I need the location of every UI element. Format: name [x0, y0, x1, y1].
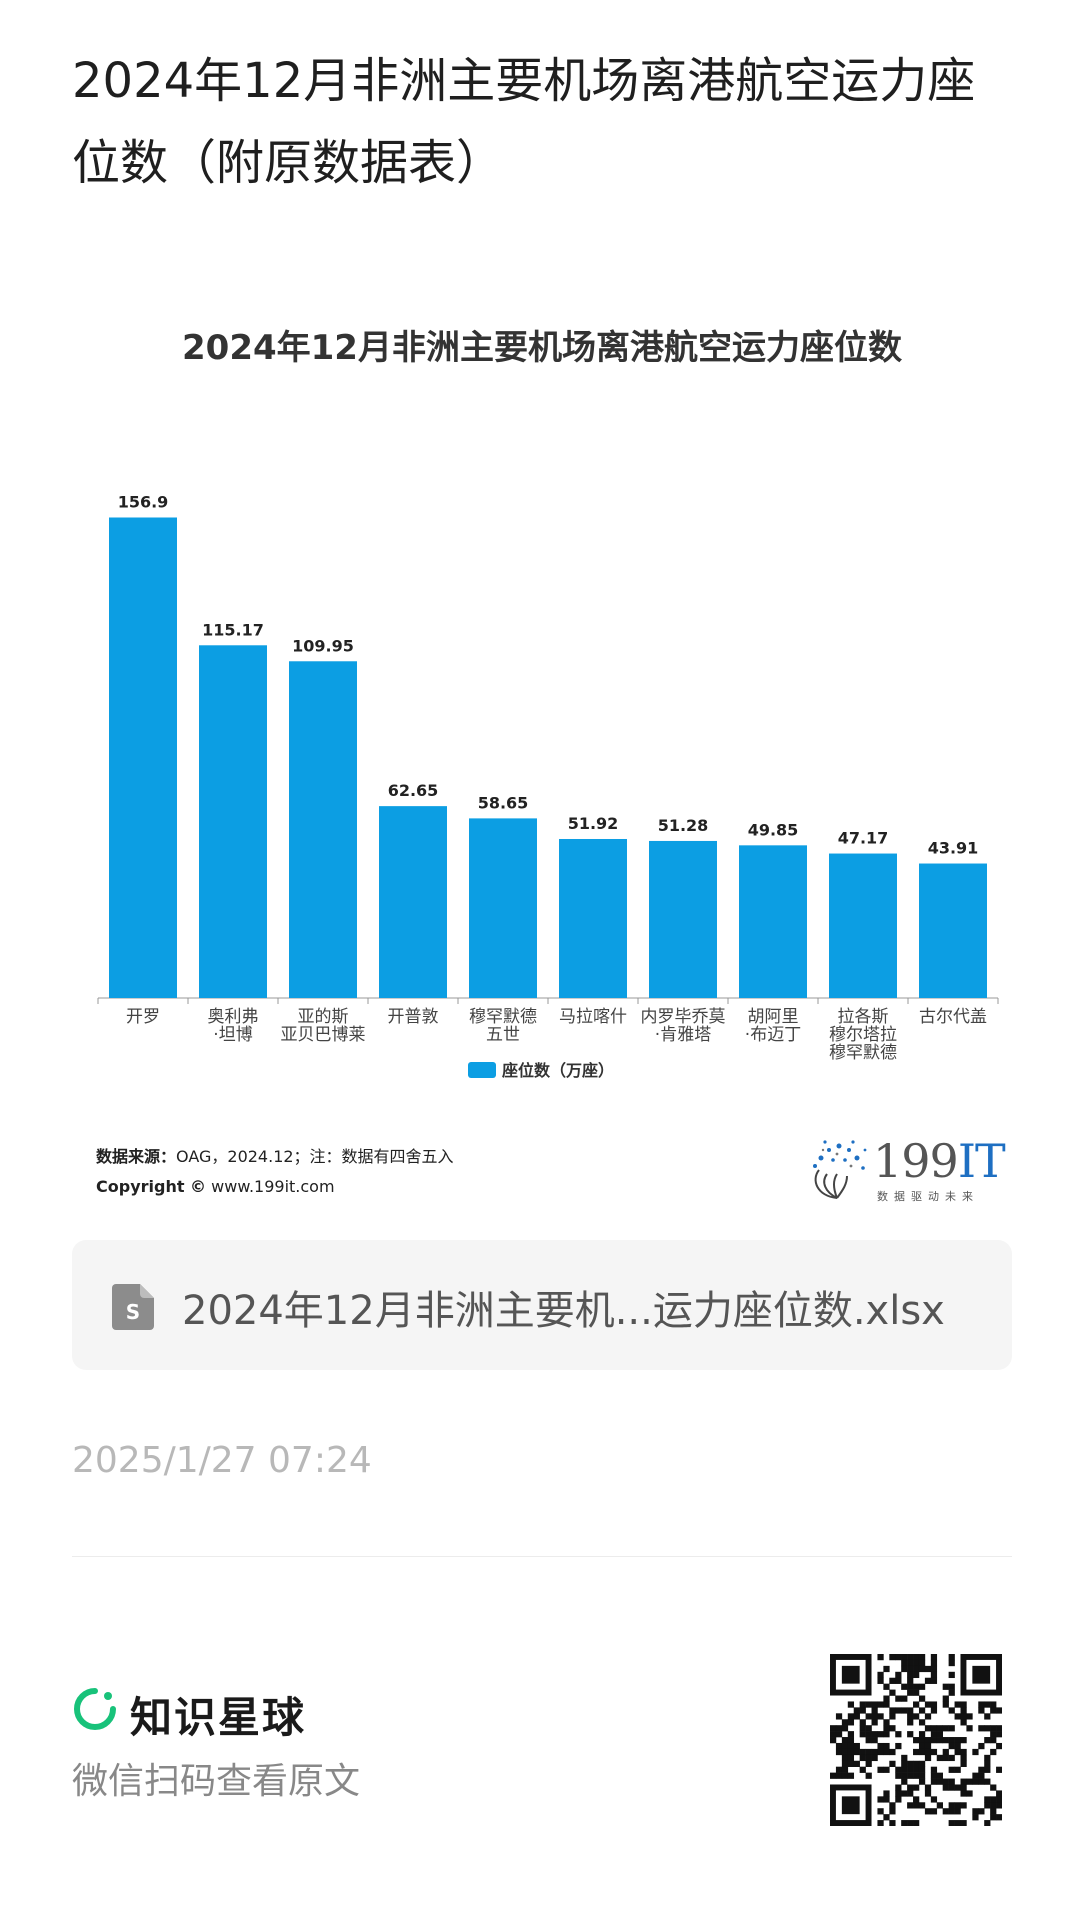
spreadsheet-file-icon: S [112, 1284, 154, 1330]
x-tick-label: 穆尔塔拉 [829, 1025, 897, 1045]
x-tick-label: 古尔代盖 [919, 1007, 987, 1027]
source-text: OAG，2024.12；注：数据有四舍五入 [176, 1147, 454, 1166]
copyright-text: www.199it.com [211, 1177, 335, 1196]
x-tick-label: ·布迈丁 [745, 1025, 801, 1045]
x-tick-label: 穆罕默德 [829, 1043, 897, 1063]
chart-bar [379, 806, 447, 998]
page-title: 2024年12月非洲主要机场离港航空运力座位数（附原数据表） [72, 53, 976, 191]
chart-card: 2024年12月非洲主要机场离港航空运力座位数 156.9 开罗 115.17 奥利弗… [72, 290, 1012, 1230]
x-tick-label: ·坦博 [213, 1025, 252, 1045]
chart-bar [559, 838, 627, 998]
svg-text:S: S [126, 1300, 140, 1324]
x-tick-label: 开罗 [126, 1007, 160, 1027]
source-label: 数据来源： [96, 1147, 177, 1166]
bar-value-label: 51.92 [568, 814, 619, 833]
bar-value-label: 58.65 [478, 793, 529, 812]
bar-value-label: 47.17 [838, 829, 889, 848]
chart-bar [649, 840, 717, 998]
x-tick-label: 开普敦 [388, 1007, 439, 1027]
chart-bar [829, 853, 897, 998]
x-tick-label: 胡阿里 [748, 1007, 799, 1027]
logo-wordmark: 199IT [873, 1134, 1006, 1188]
199it-logo: 199IT 数据驱动未来 [807, 1130, 1007, 1210]
bar-value-label: 115.17 [202, 620, 264, 639]
logo-tagline: 数据驱动未来 [877, 1190, 979, 1203]
legend-label: 座位数（万座） [501, 1061, 614, 1080]
copyright-label: Copyright © [96, 1177, 207, 1196]
x-tick-label: 亚贝巴博莱 [281, 1025, 366, 1045]
x-tick-label: ·肯雅塔 [655, 1025, 711, 1045]
file-name: 2024年12月非洲主要机...运力座位数.xlsx [182, 1288, 945, 1334]
divider [72, 1556, 1012, 1557]
qr-code-icon[interactable] [830, 1654, 1002, 1826]
bar-value-label: 49.85 [748, 820, 799, 839]
bar-value-label: 109.95 [292, 636, 354, 655]
x-tick-label: 内罗毕乔莫 [641, 1007, 726, 1027]
chart-bar [199, 645, 267, 998]
bar-value-label: 51.28 [658, 816, 709, 835]
post-timestamp: 2025/1/27 07:24 [72, 1440, 372, 1481]
source-note: 数据来源：OAG，2024.12；注：数据有四舍五入 Copyright © w… [96, 1142, 454, 1202]
dandelion-logo-icon [813, 1140, 867, 1199]
x-tick-label: 五世 [486, 1025, 520, 1045]
chart-bar [289, 661, 357, 998]
scan-hint: 微信扫码查看原文 [72, 1761, 361, 1802]
x-tick-label: 奥利弗 [208, 1007, 259, 1027]
brand-name: 知识星球 [130, 1693, 307, 1742]
bar-value-label: 62.65 [388, 781, 439, 800]
chart-bar [919, 863, 987, 998]
x-tick-label: 亚的斯 [298, 1007, 349, 1027]
x-tick-label: 拉各斯 [838, 1007, 889, 1027]
chart-bar [469, 818, 537, 998]
chart-bar [739, 845, 807, 998]
x-tick-label: 马拉喀什 [559, 1007, 627, 1027]
bar-value-label: 156.9 [118, 492, 169, 511]
chart-bar [109, 517, 177, 998]
bar-value-label: 43.91 [928, 839, 979, 858]
file-attachment[interactable]: S 2024年12月非洲主要机...运力座位数.xlsx [72, 1240, 1012, 1370]
x-tick-label: 穆罕默德 [469, 1007, 537, 1027]
planet-ring-icon [74, 1688, 116, 1730]
legend-swatch [468, 1062, 496, 1078]
chart-title: 2024年12月非洲主要机场离港航空运力座位数 [182, 328, 902, 368]
